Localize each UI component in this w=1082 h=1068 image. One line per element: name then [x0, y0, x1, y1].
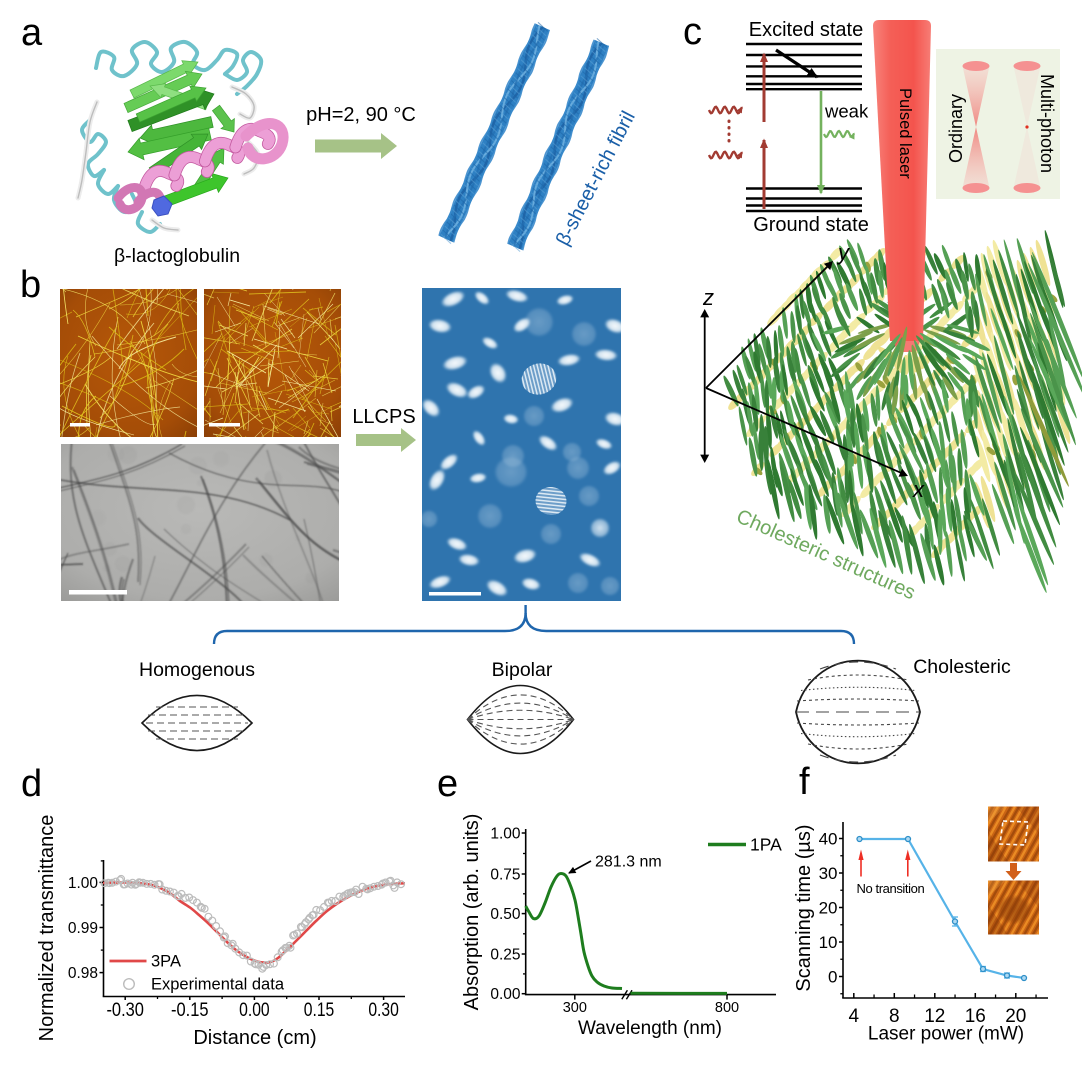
svg-text:Distance (cm): Distance (cm)	[193, 1027, 316, 1049]
svg-text:0.50: 0.50	[490, 906, 521, 923]
svg-text:Cholesteric: Cholesteric	[913, 656, 1011, 678]
svg-text:0.25: 0.25	[490, 947, 520, 964]
svg-text:1.00: 1.00	[68, 875, 99, 892]
svg-text:e: e	[437, 763, 458, 805]
svg-text:b: b	[20, 264, 41, 306]
svg-text:281.3 nm: 281.3 nm	[595, 854, 662, 871]
svg-text:-0.15: -0.15	[171, 1000, 209, 1021]
svg-text:x: x	[912, 477, 925, 502]
svg-text:LLCPS: LLCPS	[352, 406, 415, 428]
svg-text:a: a	[21, 12, 43, 54]
svg-text:8: 8	[889, 1006, 900, 1027]
svg-text:Laser power (mW): Laser power (mW)	[868, 1024, 1024, 1045]
svg-text:0.99: 0.99	[68, 920, 98, 937]
svg-text:d: d	[21, 763, 42, 805]
svg-text:300: 300	[563, 1000, 587, 1016]
svg-text:30: 30	[819, 864, 838, 883]
svg-text:Absorption (arb. units): Absorption (arb. units)	[461, 814, 483, 1011]
svg-text:20: 20	[819, 899, 838, 918]
svg-text:3PA: 3PA	[151, 953, 181, 971]
svg-text:0.15: 0.15	[304, 1000, 335, 1021]
svg-text:weak: weak	[824, 101, 869, 122]
svg-text:Experimental data: Experimental data	[151, 976, 285, 994]
svg-text:1.00: 1.00	[490, 826, 521, 843]
svg-text:Bipolar: Bipolar	[492, 659, 553, 681]
svg-text:16: 16	[965, 1006, 986, 1027]
svg-text:f: f	[799, 761, 810, 803]
svg-text:800: 800	[715, 1000, 739, 1016]
svg-text:0.00: 0.00	[239, 1000, 270, 1021]
svg-text:10: 10	[819, 933, 838, 952]
svg-text:Homogenous: Homogenous	[139, 659, 255, 681]
svg-text:y: y	[836, 240, 851, 265]
svg-text:12: 12	[924, 1006, 945, 1027]
svg-text:z: z	[702, 285, 714, 310]
svg-text:Normalized transmittance: Normalized transmittance	[36, 815, 58, 1042]
svg-text:Ordinary: Ordinary	[946, 94, 966, 163]
svg-text:0.30: 0.30	[368, 1000, 399, 1021]
svg-text:40: 40	[819, 830, 838, 849]
svg-text:0.75: 0.75	[490, 867, 520, 884]
svg-text:20: 20	[1005, 1006, 1026, 1027]
svg-text:Multi-photon: Multi-photon	[1037, 74, 1057, 173]
svg-text:-0.30: -0.30	[106, 1000, 144, 1021]
svg-text:Scanning time (µs): Scanning time (µs)	[793, 824, 815, 991]
svg-text:Ground state: Ground state	[753, 214, 869, 236]
svg-text:Excited state: Excited state	[749, 19, 864, 41]
svg-text:c: c	[683, 11, 702, 53]
svg-text:β-lactoglobulin: β-lactoglobulin	[114, 245, 240, 267]
svg-text:Wavelength (nm): Wavelength (nm)	[578, 1018, 722, 1039]
svg-text:0: 0	[828, 968, 837, 987]
svg-text:4: 4	[849, 1006, 860, 1027]
svg-text:pH=2, 90 °C: pH=2, 90 °C	[306, 104, 416, 126]
svg-text:0.00: 0.00	[490, 986, 521, 1003]
svg-text:0.98: 0.98	[68, 965, 98, 982]
svg-text:No transition: No transition	[857, 881, 925, 896]
svg-text:Pulsed laser: Pulsed laser	[896, 88, 914, 179]
svg-text:1PA: 1PA	[750, 835, 782, 855]
